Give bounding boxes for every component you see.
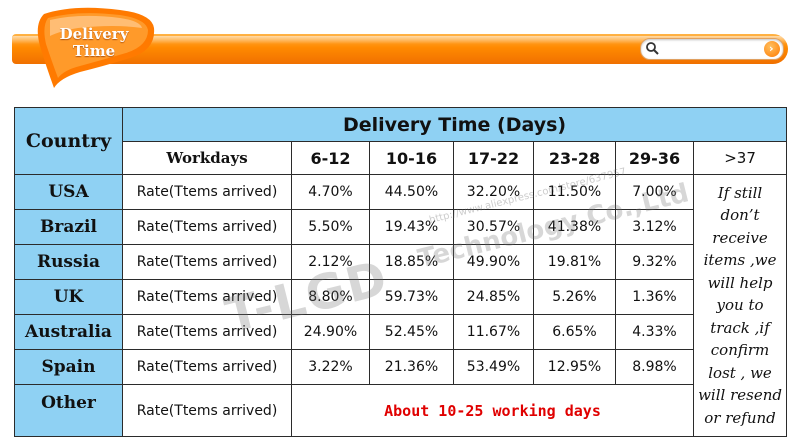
note-line: track ,if xyxy=(710,318,770,337)
country-cell: UK xyxy=(14,279,123,315)
rate-value: 11.50% xyxy=(533,174,616,210)
rate-value: 44.50% xyxy=(369,174,454,210)
rate-label: Rate(Ttems arrived) xyxy=(122,349,292,385)
rate-value: 3.22% xyxy=(291,349,370,385)
delivery-time-table: Country Delivery Time (Days) Workdays 6-… xyxy=(14,107,788,437)
note-line: or refund xyxy=(704,408,776,427)
rate-label: Rate(Ttems arrived) xyxy=(122,209,292,245)
rate-value: 53.49% xyxy=(453,349,534,385)
note-line: will help xyxy=(707,273,773,292)
range-header: 10-16 xyxy=(369,141,454,175)
delivery-time-badge: Delivery Time xyxy=(34,6,160,88)
rate-value: 49.90% xyxy=(453,244,534,280)
rate-value: 4.70% xyxy=(291,174,370,210)
rate-value: 12.95% xyxy=(533,349,616,385)
rate-value: 8.98% xyxy=(615,349,694,385)
table-row: Spain Rate(Ttems arrived) 3.22% 21.36% 5… xyxy=(14,349,787,385)
rate-label: Rate(Ttems arrived) xyxy=(122,279,292,315)
badge-line-1: Delivery xyxy=(59,25,129,43)
other-delivery-note: About 10-25 working days xyxy=(291,384,694,437)
rate-value: 1.36% xyxy=(615,279,694,315)
rate-value: 3.12% xyxy=(615,209,694,245)
rate-value: 24.85% xyxy=(453,279,534,315)
rate-value: 5.50% xyxy=(291,209,370,245)
note-line: If still xyxy=(717,183,763,202)
rate-value: 21.36% xyxy=(369,349,454,385)
country-cell: Other xyxy=(14,384,123,437)
table-row: Russia Rate(Ttems arrived) 2.12% 18.85% … xyxy=(14,244,787,280)
rate-label: Rate(Ttems arrived) xyxy=(122,174,292,210)
country-header: Country xyxy=(14,107,123,175)
rate-value: 32.20% xyxy=(453,174,534,210)
country-cell: Brazil xyxy=(14,209,123,245)
workdays-label: Workdays xyxy=(122,141,292,175)
badge-shape xyxy=(37,7,155,88)
table-row: Australia Rate(Ttems arrived) 24.90% 52.… xyxy=(14,314,787,350)
country-cell: USA xyxy=(14,174,123,210)
rate-value: 7.00% xyxy=(615,174,694,210)
rate-value: 59.73% xyxy=(369,279,454,315)
rate-value: 30.57% xyxy=(453,209,534,245)
table-row: UK Rate(Ttems arrived) 8.80% 59.73% 24.8… xyxy=(14,279,787,315)
rate-value: 19.43% xyxy=(369,209,454,245)
rate-value: 24.90% xyxy=(291,314,370,350)
banner-shine xyxy=(12,36,788,44)
rate-value: 5.26% xyxy=(533,279,616,315)
search-box[interactable]: › xyxy=(640,38,784,60)
rate-value: 41.38% xyxy=(533,209,616,245)
rate-value: 19.81% xyxy=(533,244,616,280)
rate-value: 9.32% xyxy=(615,244,694,280)
country-cell: Spain xyxy=(14,349,123,385)
note-line: lost , we xyxy=(708,363,772,382)
range-header-last: >37 xyxy=(692,141,788,175)
range-header: 17-22 xyxy=(453,141,534,175)
delivery-table-wrap: Country Delivery Time (Days) Workdays 6-… xyxy=(14,107,788,440)
badge-title: Delivery Time xyxy=(34,26,154,60)
rate-label: Rate(Ttems arrived) xyxy=(122,384,292,437)
rate-value: 11.67% xyxy=(453,314,534,350)
note-line: you to xyxy=(716,296,764,315)
table-row: USA Rate(Ttems arrived) 4.70% 44.50% 32.… xyxy=(14,174,788,437)
range-header: 6-12 xyxy=(291,141,370,175)
rate-label: Rate(Ttems arrived) xyxy=(122,244,292,280)
table-row-other: Other Rate(Ttems arrived) About 10-25 wo… xyxy=(14,384,787,437)
rate-label: Rate(Ttems arrived) xyxy=(122,314,292,350)
note-line: don’t xyxy=(720,206,760,225)
note-line: items ,we xyxy=(703,251,777,270)
rate-value: 8.80% xyxy=(291,279,370,315)
country-cell: Russia xyxy=(14,244,123,280)
rate-value: 6.65% xyxy=(533,314,616,350)
rate-value: 52.45% xyxy=(369,314,454,350)
rate-value: 2.12% xyxy=(291,244,370,280)
note-line: receive xyxy=(712,228,768,247)
rate-value: 18.85% xyxy=(369,244,454,280)
badge-line-2: Time xyxy=(72,42,116,60)
search-icon[interactable] xyxy=(645,41,659,55)
arrow-right-icon: › xyxy=(769,42,774,55)
search-go-button[interactable]: › xyxy=(764,41,780,57)
table-row: Brazil Rate(Ttems arrived) 5.50% 19.43% … xyxy=(14,209,787,245)
country-cell: Australia xyxy=(14,314,123,350)
note-line: will resend xyxy=(698,386,782,405)
range-header: 23-28 xyxy=(533,141,616,175)
rate-value: 4.33% xyxy=(615,314,694,350)
note-line: confirm xyxy=(710,341,770,360)
tracking-note: If still don’t receive items ,we will he… xyxy=(692,174,788,437)
delivery-time-header: Delivery Time (Days) xyxy=(121,107,788,142)
range-header: 29-36 xyxy=(615,141,694,175)
